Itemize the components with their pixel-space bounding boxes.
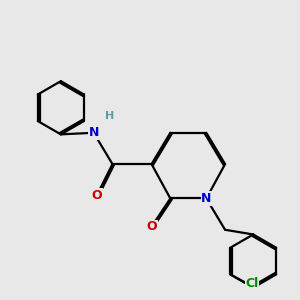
Text: O: O (146, 220, 157, 233)
Text: N: N (201, 192, 211, 205)
Text: H: H (105, 111, 115, 121)
Text: N: N (88, 126, 99, 139)
Text: Cl: Cl (245, 277, 259, 290)
Text: O: O (92, 189, 102, 202)
